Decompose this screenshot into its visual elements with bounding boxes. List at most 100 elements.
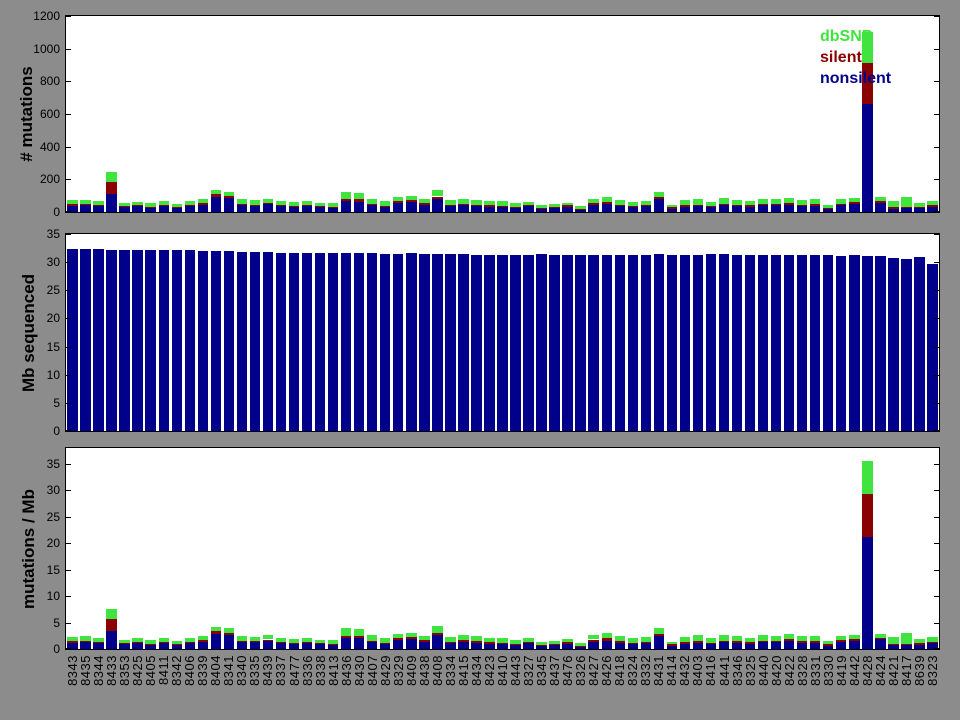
bar-segment-nonsilent: [575, 209, 586, 212]
bar-segment-Mb sequenced: [783, 255, 795, 431]
bar-segment-dbSNP: [106, 608, 117, 620]
bar-stack-8414: [666, 204, 678, 212]
bar-stack-8441: [718, 634, 730, 649]
bar-segment-dbSNP: [810, 636, 821, 642]
bar-stack-8420: [770, 635, 782, 649]
bar-segment-nonsilent: [927, 643, 938, 649]
bar-stack-8429: [380, 201, 391, 212]
bar-stack-8433: [106, 171, 117, 212]
bar-segment-Mb sequenced: [692, 254, 704, 431]
bar-stack-8439: [262, 198, 274, 212]
bar-segment-Mb sequenced: [510, 254, 521, 431]
bar-segment-Mb sequenced: [888, 258, 899, 431]
bar-segment-silent: [314, 206, 326, 208]
bar-stack-8441: [718, 254, 730, 431]
bar-segment-Mb sequenced: [523, 254, 534, 431]
bar-segment-dbSNP: [106, 171, 117, 183]
bar-segment-dbSNP: [184, 201, 195, 205]
x-tick-label-8323: 8323: [924, 655, 940, 686]
y-tick-label: 10: [46, 589, 60, 604]
bar-segment-nonsilent: [614, 642, 625, 649]
bar-segment-nonsilent: [692, 206, 704, 212]
bar-stack-8338: [314, 639, 326, 649]
bar-segment-dbSNP: [523, 638, 534, 643]
bar-segment-nonsilent: [510, 207, 521, 212]
bar-segment-nonsilent: [796, 642, 808, 649]
bar-segment-dbSNP: [445, 200, 456, 205]
bar-segment-nonsilent: [471, 206, 482, 212]
bar-stack-8428: [862, 31, 873, 212]
bar-segment-nonsilent: [158, 205, 169, 212]
bar-segment-Mb sequenced: [432, 253, 443, 431]
bar-stack-8353: [119, 202, 130, 212]
bar-segment-silent: [249, 641, 261, 643]
bar-segment-nonsilent: [210, 197, 222, 212]
bar-segment-nonsilent: [666, 645, 678, 649]
bar-stack-8437: [549, 640, 560, 649]
bar-stack-8331: [810, 199, 821, 212]
bar-segment-nonsilent: [353, 638, 365, 649]
bar-stack-8325: [744, 254, 756, 431]
y-tick-mark: [934, 234, 939, 235]
bar-segment-nonsilent: [275, 643, 287, 649]
bar-segment-nonsilent: [901, 208, 912, 212]
bar-stack-8323: [927, 201, 938, 212]
bar-stack-8410: [497, 201, 508, 212]
bar-stack-8442: [849, 634, 860, 649]
bar-segment-dbSNP: [705, 638, 717, 643]
y-tick-label: 25: [46, 283, 60, 298]
bar-segment-silent: [340, 635, 352, 638]
bar-stack-8420: [770, 199, 782, 212]
bar-segment-dbSNP: [783, 634, 795, 639]
bar-segment-dbSNP: [927, 637, 938, 642]
bar-segment-Mb sequenced: [406, 253, 417, 431]
bar-segment-nonsilent: [705, 207, 717, 212]
y-tick-label: 15: [46, 562, 60, 577]
y-tick-mark: [934, 490, 939, 492]
bar-segment-Mb sequenced: [275, 252, 287, 431]
bar-stack-8346: [731, 254, 743, 431]
bar-segment-silent: [692, 641, 704, 643]
bar-segment-silent: [705, 642, 717, 645]
x-tick-label-8442: 8442: [846, 655, 862, 686]
bar-segment-Mb sequenced: [340, 253, 352, 431]
bar-segment-silent: [770, 640, 782, 643]
bar-segment-dbSNP: [927, 201, 938, 206]
bar-segment-silent: [888, 207, 899, 209]
bar-segment-Mb sequenced: [536, 254, 547, 431]
bar-segment-silent: [927, 205, 938, 207]
bar-segment-silent: [340, 199, 352, 202]
y-tick-mark: [66, 374, 71, 376]
bar-stack-8403: [692, 199, 704, 212]
bar-segment-dbSNP: [380, 637, 391, 643]
bar-segment-nonsilent: [653, 635, 665, 649]
y-tick-mark: [934, 543, 939, 545]
bar-segment-nonsilent: [744, 643, 756, 649]
bar-segment-Mb sequenced: [301, 252, 313, 431]
bar-segment-silent: [223, 632, 235, 635]
bar-segment-nonsilent: [171, 208, 182, 212]
bar-stack-8434: [471, 200, 482, 212]
x-tick-label-8346: 8346: [729, 655, 745, 686]
bar-segment-silent: [718, 640, 730, 643]
bar-segment-silent: [588, 203, 599, 205]
bar-stack-8426: [601, 197, 612, 212]
bar-stack-8336: [301, 252, 313, 431]
bar-segment-dbSNP: [679, 200, 691, 206]
bar-stack-8353: [119, 249, 130, 431]
bar-segment-dbSNP: [484, 201, 495, 206]
bar-stack-8443: [510, 254, 521, 431]
legend-item-silent: silent: [820, 49, 862, 66]
bar-stack-8416: [705, 202, 717, 212]
bar-segment-dbSNP: [366, 198, 378, 204]
bar-segment-nonsilent: [640, 643, 652, 649]
bar-segment-nonsilent: [862, 104, 873, 212]
bar-segment-silent: [380, 206, 391, 208]
bar-stack-8343: [67, 200, 78, 212]
bar-stack-8433: [106, 608, 117, 649]
bar-segment-Mb sequenced: [132, 249, 143, 431]
bar-stack-8438: [419, 636, 430, 649]
bar-segment-dbSNP: [353, 192, 365, 200]
bar-segment-dbSNP: [718, 634, 730, 641]
bar-segment-dbSNP: [914, 202, 925, 207]
